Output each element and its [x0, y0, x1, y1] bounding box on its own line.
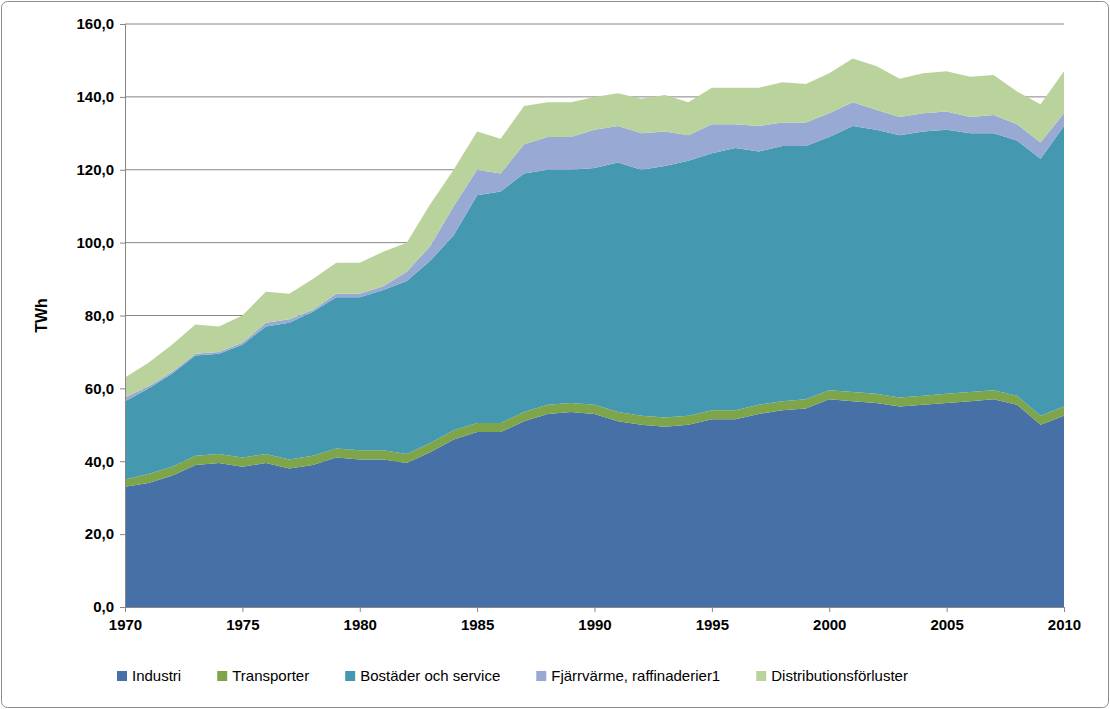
tick: 2005 — [930, 607, 963, 633]
tick-mark — [829, 607, 830, 612]
tick-label: 1995 — [696, 616, 729, 633]
tick-mark — [360, 607, 361, 612]
tick-label: 120,0 — [76, 161, 114, 178]
y-axis-title: TWh — [33, 298, 50, 333]
tick-label: 1985 — [461, 616, 494, 633]
tick: 160,0 — [76, 15, 125, 32]
tick-label: 1980 — [344, 616, 377, 633]
tick-label: 2010 — [1048, 616, 1081, 633]
axis-line — [126, 608, 1065, 613]
tick: 20,0 — [85, 525, 125, 542]
tick-mark — [120, 243, 125, 244]
tick: 1995 — [696, 607, 729, 633]
legend-item: Distributionsförluster — [756, 667, 908, 684]
tick: 2010 — [1048, 607, 1081, 633]
tick-label: 2000 — [813, 616, 846, 633]
legend-item: Industri — [117, 667, 181, 684]
legend: Industri Transporter Bostäder och service F… — [117, 667, 908, 684]
tick-label: 140,0 — [76, 88, 114, 105]
tick-mark — [120, 170, 125, 171]
tick: 140,0 — [76, 88, 125, 105]
tick-label: 60,0 — [85, 380, 114, 397]
tick-mark — [120, 24, 125, 25]
tick: 0,0 — [93, 598, 125, 615]
tick-mark — [120, 607, 125, 608]
legend-label: Fjärrvärme, raffinaderier1 — [551, 667, 720, 684]
tick-mark — [1064, 607, 1065, 612]
grid-line — [125, 24, 1064, 25]
legend-label: Industri — [132, 667, 181, 684]
x-axis: 1970 1975 1980 1985 1990 1995 2000 2005 2010 — [109, 607, 1081, 633]
chart: 0,0 20,0 40,0 60,0 80,0 100,0 120,0 140,0 160,0 1… — [0, 0, 1110, 709]
tick-label: 2005 — [930, 616, 963, 633]
tick-label: 160,0 — [76, 15, 114, 32]
tick-mark — [120, 97, 125, 98]
tick-mark — [477, 607, 478, 612]
tick: 1985 — [461, 607, 494, 633]
tick: 40,0 — [85, 453, 125, 470]
tick-mark — [120, 388, 125, 389]
tick: 1970 — [109, 607, 142, 633]
grid — [125, 24, 1064, 607]
area — [125, 102, 1064, 401]
tick: 80,0 — [85, 307, 125, 324]
tick-mark — [947, 607, 948, 612]
tick: 2000 — [813, 607, 846, 633]
legend-swatch — [536, 671, 546, 681]
tick-mark — [125, 607, 126, 612]
axis-line — [120, 25, 126, 608]
tick-label: 40,0 — [85, 453, 114, 470]
area — [125, 59, 1064, 398]
tick-label: 1970 — [109, 616, 142, 633]
tick: 100,0 — [76, 234, 125, 251]
tick-label: 100,0 — [76, 234, 114, 251]
tick-label: 0,0 — [93, 598, 114, 615]
legend-label: Distributionsförluster — [771, 667, 908, 684]
legend-label: Bostäder och service — [360, 667, 500, 684]
legend-swatch — [217, 671, 227, 681]
tick-mark — [712, 607, 713, 612]
tick-mark — [595, 607, 596, 612]
tick-label: 20,0 — [85, 525, 114, 542]
tick: 120,0 — [76, 161, 125, 178]
tick-label: 1990 — [578, 616, 611, 633]
legend-item: Bostäder och service — [345, 667, 500, 684]
areas — [125, 59, 1064, 607]
tick-label: 80,0 — [85, 307, 114, 324]
tick-mark — [242, 607, 243, 612]
legend-label: Transporter — [232, 667, 309, 684]
tick-label: 1975 — [226, 616, 259, 633]
tick: 1990 — [578, 607, 611, 633]
legend-item: Transporter — [217, 667, 309, 684]
tick-mark — [120, 316, 125, 317]
legend-item: Fjärrvärme, raffinaderier1 — [536, 667, 720, 684]
y-axis: 0,0 20,0 40,0 60,0 80,0 100,0 120,0 140,0 160,0 — [76, 15, 125, 615]
legend-swatch — [756, 671, 766, 681]
chart-border — [2, 2, 1109, 708]
tick: 1975 — [226, 607, 259, 633]
tick: 1980 — [344, 607, 377, 633]
tick-mark — [120, 461, 125, 462]
tick: 60,0 — [85, 380, 125, 397]
tick-mark — [120, 534, 125, 535]
legend-swatch — [345, 671, 355, 681]
legend-swatch — [117, 671, 127, 681]
